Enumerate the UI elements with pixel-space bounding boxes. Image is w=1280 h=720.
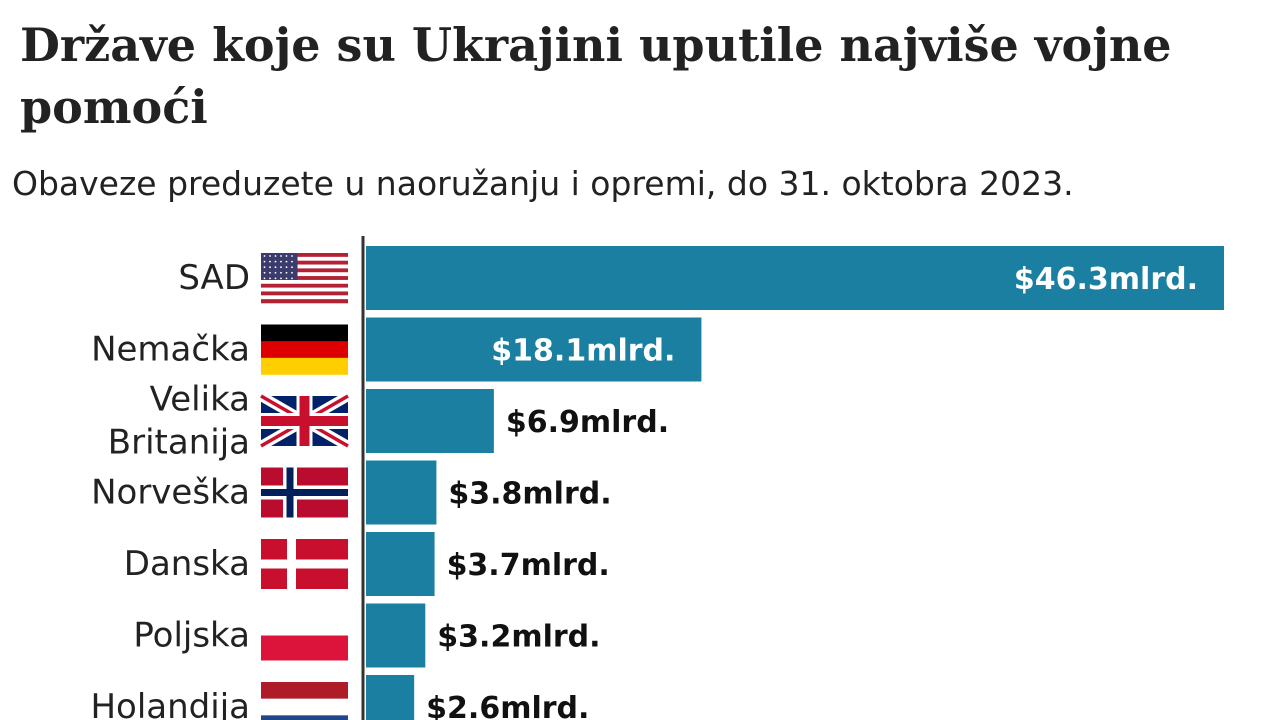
chart-subtitle: Obaveze preduzete u naoružanju i opremi,…	[12, 164, 1074, 203]
poland-flag	[261, 610, 348, 661]
netherlands-flag	[261, 682, 348, 720]
bar-5	[366, 532, 435, 596]
category-label: Norveška	[91, 473, 250, 513]
bar-7	[366, 675, 415, 720]
category-label: SAD	[178, 258, 250, 298]
bar-2	[366, 317, 702, 382]
germany-flag	[261, 324, 348, 375]
value-label: $6.9mlrd.	[506, 405, 669, 440]
value-label: $3.7mlrd.	[447, 548, 610, 583]
value-label: $3.8mlrd.	[448, 477, 611, 512]
value-label: $2.6mlrd.	[426, 691, 589, 720]
bar-4	[366, 460, 437, 525]
bar-3	[366, 389, 494, 453]
uk-flag	[258, 391, 351, 451]
category-label: Danska	[124, 544, 250, 584]
category-label: Velika Britanija	[108, 380, 250, 463]
bar-6	[366, 603, 426, 668]
category-label: Holandija	[90, 687, 250, 720]
denmark-flag	[261, 539, 348, 589]
us-flag	[261, 253, 348, 304]
value-label: $18.1mlrd.	[491, 334, 675, 369]
value-label: $3.2mlrd.	[437, 620, 600, 655]
category-label: Poljska	[133, 616, 250, 656]
category-label: Nemačka	[91, 330, 250, 370]
norway-flag	[261, 467, 348, 518]
chart-title: Države koje su Ukrajini uputile najviše …	[20, 18, 1172, 134]
value-label: $46.3mlrd.	[1014, 262, 1198, 297]
bar-1	[366, 246, 1224, 310]
